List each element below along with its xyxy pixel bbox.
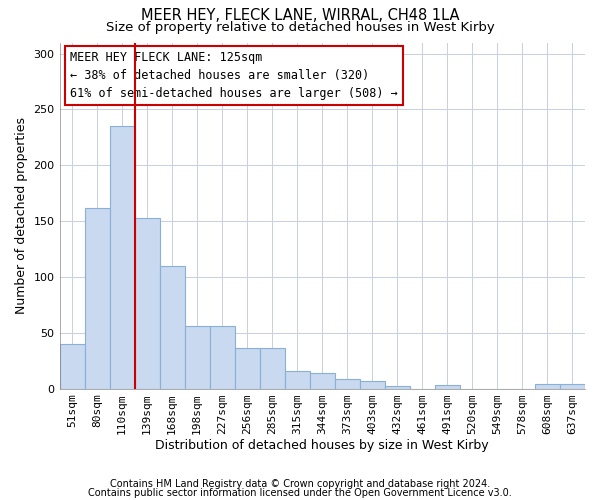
Bar	[209, 326, 235, 388]
Text: MEER HEY, FLECK LANE, WIRRAL, CH48 1LA: MEER HEY, FLECK LANE, WIRRAL, CH48 1LA	[141, 8, 459, 22]
Bar	[360, 381, 385, 388]
Bar	[134, 218, 160, 388]
Y-axis label: Number of detached properties: Number of detached properties	[15, 117, 28, 314]
Text: MEER HEY FLECK LANE: 125sqm
← 38% of detached houses are smaller (320)
61% of se: MEER HEY FLECK LANE: 125sqm ← 38% of det…	[70, 51, 398, 100]
Bar	[285, 370, 310, 388]
Bar	[560, 384, 585, 388]
Bar	[235, 348, 260, 389]
Text: Size of property relative to detached houses in West Kirby: Size of property relative to detached ho…	[106, 21, 494, 34]
Bar	[85, 208, 110, 388]
Bar	[160, 266, 185, 388]
Text: Contains HM Land Registry data © Crown copyright and database right 2024.: Contains HM Land Registry data © Crown c…	[110, 479, 490, 489]
Text: Contains public sector information licensed under the Open Government Licence v3: Contains public sector information licen…	[88, 488, 512, 498]
Bar	[310, 373, 335, 388]
Bar	[110, 126, 134, 388]
Bar	[185, 326, 209, 388]
Bar	[435, 385, 460, 388]
Bar	[535, 384, 560, 388]
Bar	[260, 348, 285, 389]
Bar	[335, 378, 360, 388]
X-axis label: Distribution of detached houses by size in West Kirby: Distribution of detached houses by size …	[155, 440, 489, 452]
Bar	[59, 344, 85, 389]
Bar	[385, 386, 410, 388]
